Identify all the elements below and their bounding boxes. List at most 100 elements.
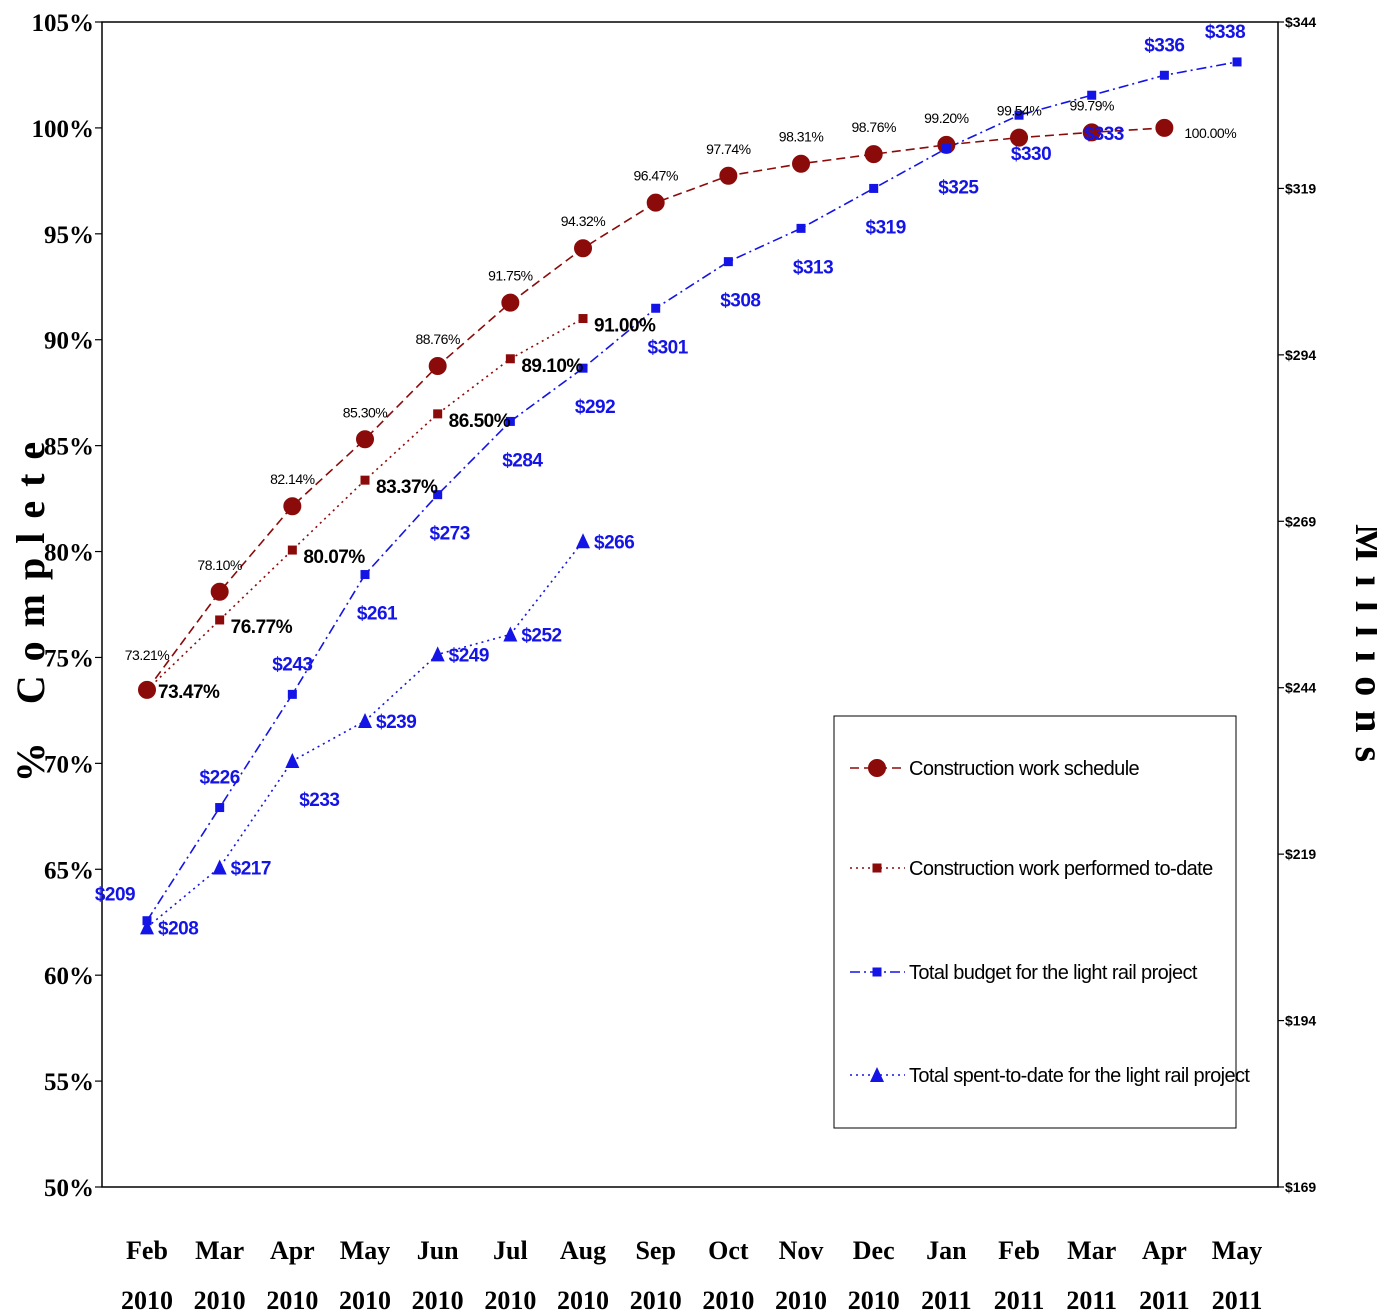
data-label: 78.10% <box>197 557 242 573</box>
x-tick-label: Jul <box>493 1236 528 1265</box>
data-point <box>287 545 297 555</box>
data-label: $292 <box>575 397 615 418</box>
x-tick-label: 2011 <box>921 1286 972 1315</box>
series-line <box>146 127 1165 691</box>
data-point <box>503 626 518 642</box>
data-point <box>140 919 154 935</box>
data-point <box>356 430 375 449</box>
data-point <box>1087 90 1097 100</box>
legend-label: Total spent-to-date for the light rail p… <box>909 1065 1250 1087</box>
x-tick-label: 2010 <box>412 1286 464 1315</box>
x-tick-label: 2010 <box>484 1286 536 1315</box>
data-point <box>1159 70 1169 80</box>
x-tick-label: Dec <box>853 1236 895 1265</box>
data-label: 73.47% <box>158 682 220 703</box>
data-point <box>285 752 300 768</box>
legend-label: Total budget for the light rail project <box>909 962 1198 984</box>
data-point <box>796 223 806 233</box>
series-markers <box>138 57 1242 935</box>
x-tick-label: 2011 <box>1212 1286 1263 1315</box>
x-tick-label: 2010 <box>630 1286 682 1315</box>
x-tick-label: Feb <box>126 1236 168 1265</box>
x-tick-label: 2010 <box>775 1286 827 1315</box>
data-point <box>428 356 447 375</box>
data-label: $266 <box>594 532 634 553</box>
y2-tick-label: $319 <box>1285 180 1316 196</box>
x-tick-label: Feb <box>998 1236 1040 1265</box>
data-label: $226 <box>200 768 240 789</box>
y-tick-label: 60% <box>44 963 94 990</box>
y-tick-label: 55% <box>44 1069 94 1096</box>
data-label: $301 <box>648 337 689 358</box>
data-label: $330 <box>1011 144 1051 165</box>
x-tick-label: Jun <box>417 1236 459 1265</box>
data-point <box>505 416 515 426</box>
data-label: $284 <box>502 450 543 471</box>
y-tick-label: 80% <box>44 540 94 567</box>
data-label: $233 <box>299 790 339 811</box>
data-label: 97.74% <box>706 141 751 157</box>
y2-tick-label: $269 <box>1285 513 1316 529</box>
y-tick-label: 90% <box>44 328 94 355</box>
data-point <box>501 293 520 312</box>
data-point <box>1155 118 1174 137</box>
legend-marker <box>872 967 882 977</box>
data-label: 99.79% <box>1069 97 1114 113</box>
x-tick-label: 2011 <box>1066 1286 1117 1315</box>
data-label: 99.20% <box>924 110 969 126</box>
data-label: $217 <box>231 858 271 879</box>
data-point <box>1010 128 1029 147</box>
y-tick-label: 75% <box>44 645 94 672</box>
data-label: $239 <box>376 712 416 733</box>
data-label: 98.31% <box>779 129 824 145</box>
y-axis-title: % Complete <box>8 428 53 782</box>
x-tick-label: 2010 <box>121 1286 173 1315</box>
data-point <box>941 143 951 153</box>
data-point <box>1232 57 1242 67</box>
data-label: 86.50% <box>449 411 511 432</box>
legend-box <box>833 715 1237 1129</box>
x-tick-label: Mar <box>1067 1236 1116 1265</box>
data-point <box>283 497 302 516</box>
data-label: $325 <box>938 177 979 198</box>
axis-ticks: 50% 55% 60% 65% 70% 75% 80% 85% 90% 95% 100% 105% $1… <box>32 10 1317 1315</box>
x-tick-label: Nov <box>779 1236 824 1265</box>
data-label: $338 <box>1205 22 1245 43</box>
data-point <box>505 354 515 364</box>
data-point <box>792 154 811 173</box>
x-tick-label: 2010 <box>702 1286 754 1315</box>
data-point <box>430 646 445 662</box>
data-label: 88.76% <box>415 331 460 347</box>
data-label: 96.47% <box>633 168 678 184</box>
data-label: $333 <box>1084 124 1124 145</box>
data-label: 98.76% <box>851 119 896 135</box>
legend-marker <box>868 759 886 777</box>
y2-axis-title: Millions <box>1347 524 1377 776</box>
y2-tick-label: $219 <box>1285 846 1316 862</box>
data-point <box>723 257 733 267</box>
x-tick-label: 2011 <box>1139 1286 1190 1315</box>
y2-tick-label: $244 <box>1285 680 1316 696</box>
x-tick-label: Apr <box>1142 1236 1187 1265</box>
data-point <box>433 409 443 419</box>
x-tick-label: Sep <box>635 1236 675 1265</box>
data-point <box>360 570 370 580</box>
data-label: $273 <box>430 524 470 545</box>
data-label: $209 <box>95 885 135 906</box>
data-label: 76.77% <box>231 617 293 638</box>
y-tick-label: 85% <box>44 434 94 461</box>
y2-tick-label: $294 <box>1285 347 1316 363</box>
series-line <box>146 61 1238 922</box>
data-label: $208 <box>158 918 198 939</box>
data-labels: 73.21% 78.10% 82.14% 85.30% 88.76% 91.75% 94.3… <box>95 22 1246 939</box>
data-label: $261 <box>357 604 398 625</box>
data-label: $308 <box>720 291 760 312</box>
legend-label: Construction work schedule <box>909 758 1140 780</box>
data-label: $319 <box>866 217 906 238</box>
data-label: 82.14% <box>270 471 315 487</box>
data-label: 91.75% <box>488 268 533 284</box>
data-point <box>212 859 227 875</box>
x-tick-label: Oct <box>708 1236 749 1265</box>
data-label: 85.30% <box>343 404 388 420</box>
data-point <box>574 239 593 258</box>
